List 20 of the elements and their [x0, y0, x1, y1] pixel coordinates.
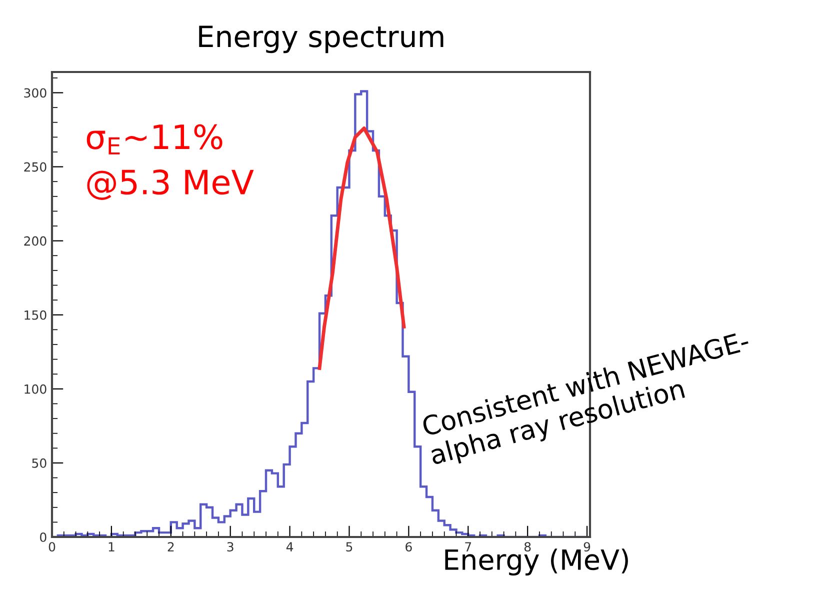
annotation: σ$_{E}$∼11%	[86, 124, 222, 154]
y-tick-label: 200	[24, 236, 46, 246]
x-tick-label: 2	[168, 542, 174, 552]
x-tick-label: 8	[524, 542, 531, 552]
y-tick-label: 0	[40, 532, 46, 542]
x-tick-label: 0	[48, 542, 56, 552]
y-tick-label: 300	[24, 88, 46, 98]
x-tick-label: 7	[465, 542, 472, 552]
x-tick-label: 5	[346, 542, 352, 552]
line-series	[318, 126, 406, 370]
x-tick-label: 6	[406, 542, 412, 552]
chart-title: Energy spectrum	[199, 26, 444, 54]
x-tick-label: 1	[108, 542, 114, 552]
y-tick-label: 100	[24, 384, 46, 394]
x-tick-label: 3	[227, 542, 234, 552]
y-tick-label: 250	[24, 162, 46, 172]
annotation: @5.3 MeV	[87, 169, 254, 200]
y-tick-label: 50	[32, 458, 46, 468]
y-tick-label: 150	[24, 310, 46, 320]
x-tick-label: 4	[286, 542, 294, 552]
